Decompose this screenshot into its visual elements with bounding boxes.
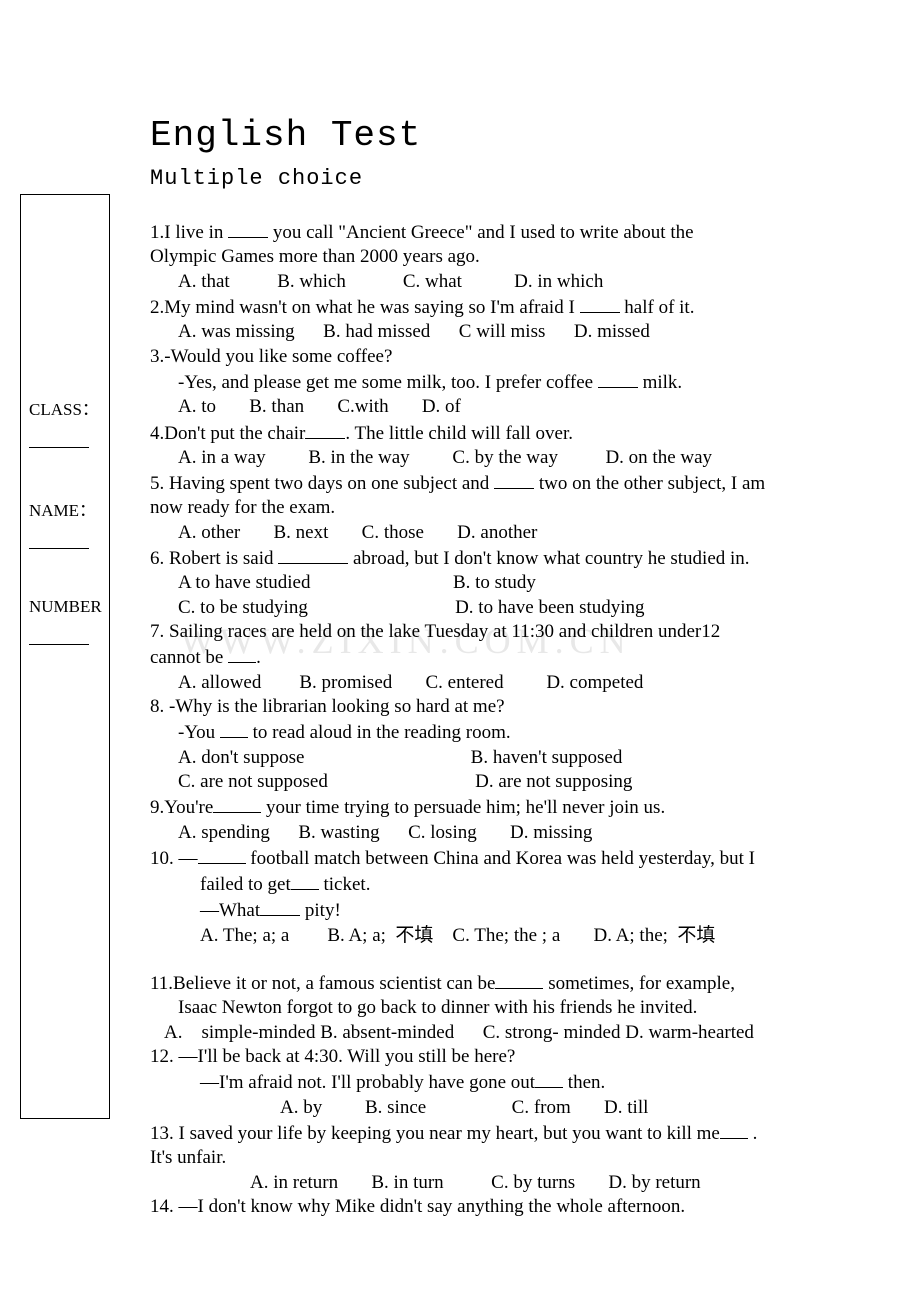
q10-line2: failed to get ticket. [150,871,830,897]
q8-opt2: C. are not supposed D. are not supposing [150,770,830,794]
q10-opts: A. The; a; a B. A; a; 不填 C. The; the ; a… [150,924,830,948]
q5-cont: now ready for the exam. [150,496,830,520]
q7-opts: A. allowed B. promised C. entered D. com… [150,671,830,695]
content: 1.I live in you call "Ancient Greece" an… [150,219,830,1219]
q10: 10. — football match between China and K… [150,845,830,871]
q9-opts: A. spending B. wasting C. losing D. miss… [150,821,830,845]
q3-line2: -Yes, and please get me some milk, too. … [150,369,830,395]
q5: 5. Having spent two days on one subject … [150,470,830,496]
q12-line2: —I'm afraid not. I'll probably have gone… [150,1069,830,1095]
q9: 9.You're your time trying to persuade hi… [150,794,830,820]
q1-cont: Olympic Games more than 2000 years ago. [150,245,830,269]
q5-opts: A. other B. next C. those D. another [150,521,830,545]
page-title: English Test [150,115,830,156]
q6-opt1: A to have studied B. to study [150,571,830,595]
q2: 2.My mind wasn't on what he was saying s… [150,294,830,320]
q8-line2: -You to read aloud in the reading room. [150,719,830,745]
q3: 3.-Would you like some coffee? [150,345,830,369]
q8-opt1: A. don't suppose B. haven't supposed [150,746,830,770]
q2-opts: A. was missing B. had missed C will miss… [150,320,830,344]
q6-opt2: C. to be studying D. to have been studyi… [150,596,830,620]
q4-opts: A. in a way B. in the way C. by the way … [150,446,830,470]
q13-opts: A. in return B. in turn C. by turns D. b… [150,1171,830,1195]
q8: 8. -Why is the librarian looking so hard… [150,695,830,719]
q14: 14. —I don't know why Mike didn't say an… [150,1195,830,1219]
q12: 12. —I'll be back at 4:30. Will you stil… [150,1045,830,1069]
q11: 11.Believe it or not, a famous scientist… [150,970,830,996]
q6: 6. Robert is said abroad, but I don't kn… [150,545,830,571]
q1: 1.I live in you call "Ancient Greece" an… [150,219,830,245]
q12-opts: A. by B. since C. from D. till [150,1096,830,1120]
q11-line2: Isaac Newton forgot to go back to dinner… [150,996,830,1020]
q3-opts: A. to B. than C.with D. of [150,395,830,419]
q7-line2: cannot be . [150,644,830,670]
q10-line3: —What pity! [150,897,830,923]
subtitle: Multiple choice [150,166,830,191]
q7: 7. Sailing races are held on the lake Tu… [150,620,830,644]
q11-opts: A. simple-minded B. absent-minded C. str… [150,1021,830,1045]
q13: 13. I saved your life by keeping you nea… [150,1120,830,1146]
page: English Test Multiple choice 1.I live in… [0,0,920,1219]
q1-opts: A. that B. which C. what D. in which [150,270,830,294]
q4: 4.Don't put the chair. The little child … [150,420,830,446]
q13-line2: It's unfair. [150,1146,830,1170]
